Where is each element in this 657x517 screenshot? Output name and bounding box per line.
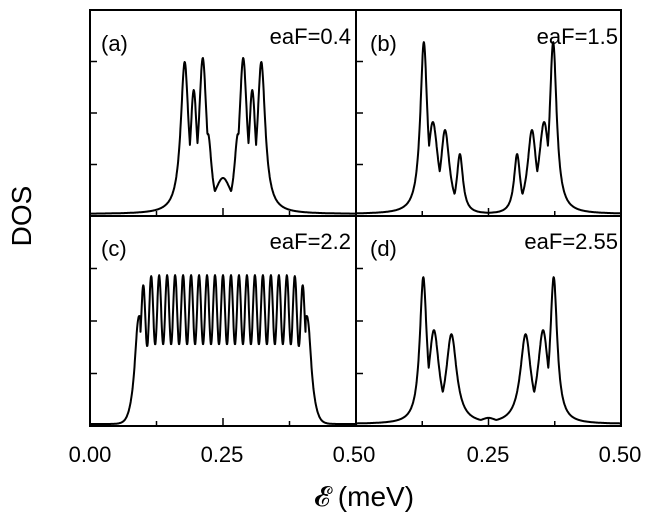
y-axis-title: DOS — [6, 186, 37, 247]
panel-a-tag: (a) — [101, 31, 128, 56]
panel-b-dos-curve — [355, 41, 622, 215]
panel-d-dos-curve — [355, 276, 622, 425]
x-tick-label: 0.00 — [69, 442, 112, 467]
panel-a-field: eaF=0.4 — [270, 24, 351, 49]
panel-c-field: eaF=2.2 — [270, 229, 351, 254]
panel-b-tag: (b) — [370, 31, 397, 56]
panel-d-tag: (d) — [370, 236, 397, 261]
x-tick-label: 0.50 — [599, 442, 642, 467]
x-tick-label: 0.25 — [201, 442, 244, 467]
chart-marks — [89, 9, 622, 427]
panel-d-field: eaF=2.55 — [524, 229, 618, 254]
panel-a-dos-curve — [89, 57, 357, 215]
panel-c-dos-curve — [89, 274, 357, 425]
panel-c-tag: (c) — [101, 236, 127, 261]
panel-b-field: eaF=1.5 — [537, 24, 618, 49]
x-tick-label: 0.50 — [333, 442, 376, 467]
x-axis-title: 𝓔 (meV) — [314, 481, 414, 512]
x-tick-label: 0.25 — [467, 442, 510, 467]
